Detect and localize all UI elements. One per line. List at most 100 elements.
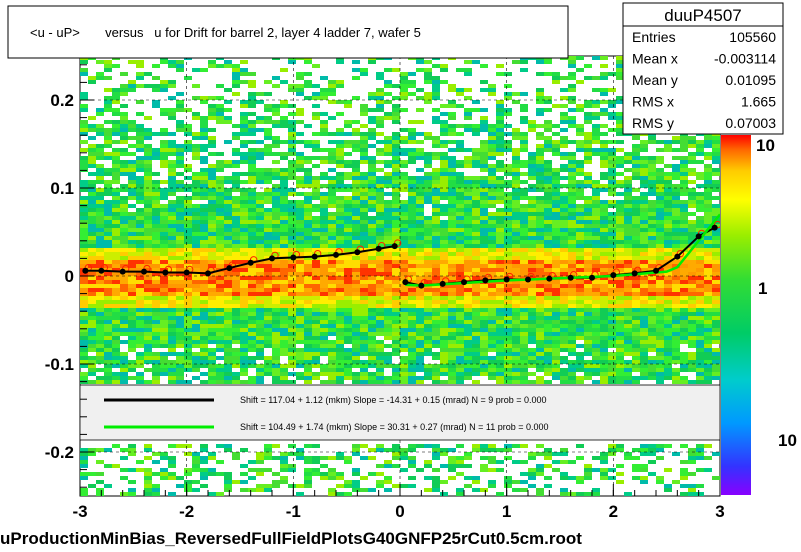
heatmap-cell [480, 312, 488, 316]
heatmap-cell [144, 212, 152, 216]
heatmap-cell [624, 160, 632, 164]
heatmap-cell [224, 240, 232, 244]
heatmap-cell [576, 256, 584, 260]
heatmap-cell [608, 232, 616, 236]
heatmap-cell [256, 308, 264, 312]
heatmap-cell [376, 348, 384, 352]
heatmap-cell [592, 244, 600, 248]
heatmap-cell [184, 164, 192, 168]
heatmap-cell [280, 264, 288, 268]
heatmap-cell [496, 308, 504, 312]
heatmap-cell [168, 316, 176, 320]
heatmap-cell [704, 156, 712, 160]
heatmap-cell [232, 332, 240, 336]
heatmap-cell [520, 160, 528, 164]
heatmap-cell [568, 176, 576, 180]
heatmap-cell [304, 364, 312, 368]
heatmap-cell [368, 280, 376, 284]
heatmap-cell [424, 252, 432, 256]
heatmap-cell [512, 132, 520, 136]
heatmap-cell [568, 340, 576, 344]
heatmap-cell [496, 100, 504, 104]
heatmap-cell [448, 344, 456, 348]
heatmap-cell [376, 224, 384, 228]
heatmap-cell [232, 68, 240, 72]
heatmap-cell [600, 368, 608, 372]
heatmap-cell [616, 284, 624, 288]
heatmap-cell [280, 284, 288, 288]
heatmap-cell [160, 288, 168, 292]
heatmap-cell [648, 136, 656, 140]
heatmap-cell [472, 164, 480, 168]
heatmap-cell [680, 340, 688, 344]
heatmap-cell [592, 212, 600, 216]
heatmap-cell [304, 312, 312, 316]
heatmap-cell [104, 208, 112, 212]
heatmap-cell [384, 276, 392, 280]
heatmap-cell [608, 260, 616, 264]
heatmap-cell [80, 132, 88, 136]
heatmap-cell [136, 188, 144, 192]
heatmap-cell [488, 244, 496, 248]
heatmap-cell [304, 328, 312, 332]
heatmap-cell [344, 248, 352, 252]
heatmap-cell [576, 336, 584, 340]
heatmap-cell [168, 216, 176, 220]
heatmap-cell [248, 272, 256, 276]
heatmap-cell [232, 340, 240, 344]
heatmap-cell [288, 340, 296, 344]
heatmap-cell [120, 240, 128, 244]
heatmap-cell [600, 352, 608, 356]
heatmap-cell [408, 196, 416, 200]
heatmap-cell [312, 328, 320, 332]
heatmap-cell [560, 340, 568, 344]
heatmap-cell [576, 288, 584, 292]
heatmap-cell [632, 268, 640, 272]
heatmap-cell [80, 260, 88, 264]
heatmap-cell [456, 172, 464, 176]
heatmap-cell [272, 104, 280, 108]
heatmap-cell [544, 124, 552, 128]
heatmap-cell [168, 228, 176, 232]
heatmap-cell [560, 212, 568, 216]
heatmap-cell [672, 192, 680, 196]
heatmap-cell [208, 164, 216, 168]
heatmap-cell [96, 124, 104, 128]
heatmap-cell [224, 192, 232, 196]
heatmap-cell [616, 160, 624, 164]
heatmap-cell [272, 176, 280, 180]
heatmap-cell [136, 212, 144, 216]
heatmap-cell [136, 268, 144, 272]
heatmap-cell [464, 68, 472, 72]
heatmap-cell [296, 276, 304, 280]
heatmap-cell [248, 224, 256, 228]
heatmap-cell [352, 312, 360, 316]
heatmap-cell [120, 188, 128, 192]
heatmap-cell [688, 316, 696, 320]
heatmap-cell [312, 364, 320, 368]
heatmap-cell [528, 176, 536, 180]
heatmap-cell [88, 124, 96, 128]
heatmap-cell [712, 172, 720, 176]
heatmap-cell [536, 308, 544, 312]
heatmap-cell [504, 332, 512, 336]
heatmap-cell [168, 192, 176, 196]
heatmap-cell [520, 276, 528, 280]
heatmap-cell [296, 336, 304, 340]
heatmap-cell [240, 196, 248, 200]
heatmap-cell [336, 268, 344, 272]
heatmap-cell [304, 320, 312, 324]
heatmap-cell [448, 204, 456, 208]
heatmap-cell [344, 260, 352, 264]
heatmap-cell [496, 124, 504, 128]
heatmap-cell [560, 88, 568, 92]
heatmap-cell [136, 156, 144, 160]
heatmap-cell [120, 340, 128, 344]
heatmap-cell [712, 336, 720, 340]
heatmap-cell [120, 296, 128, 300]
heatmap-cell [136, 160, 144, 164]
heatmap-cell [544, 312, 552, 316]
heatmap-cell [544, 320, 552, 324]
heatmap-cell [408, 80, 416, 84]
heatmap-cell [288, 168, 296, 172]
